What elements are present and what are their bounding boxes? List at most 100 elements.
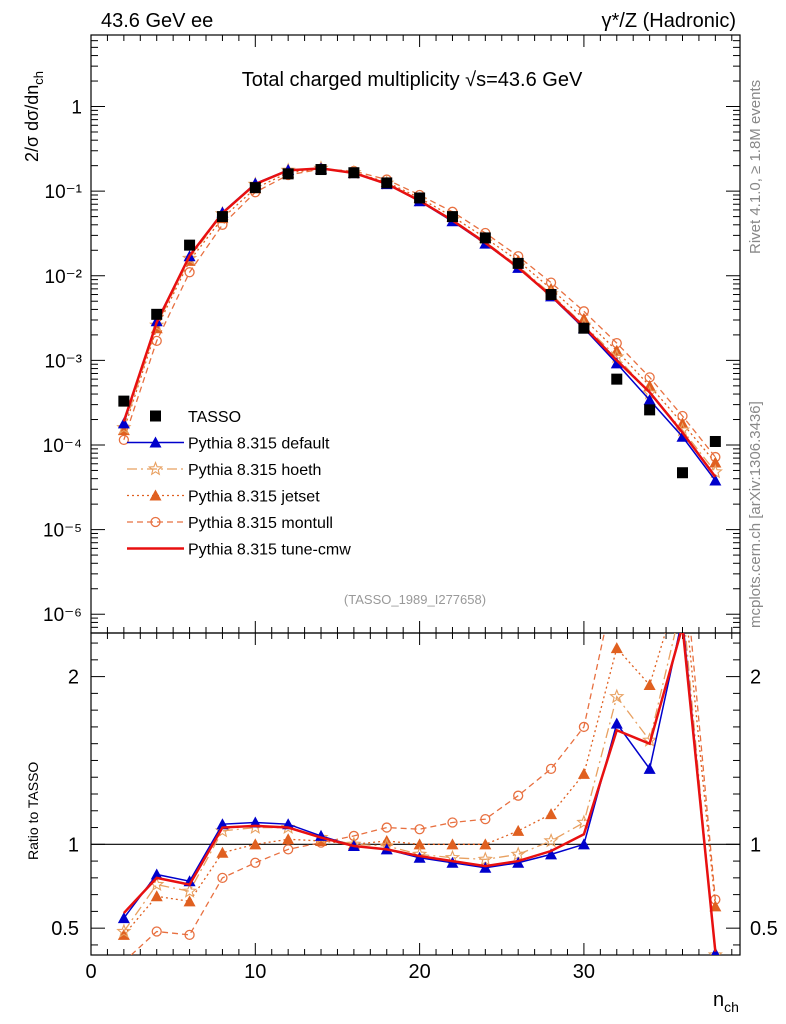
top-line-default (123, 167, 716, 481)
ratio-point-jetset (413, 838, 426, 850)
legend-label-cmw: Pythia 8.315 tune-cmw (188, 542, 351, 559)
x-tick-label: 0 (85, 961, 96, 983)
x-tick-label: 10 (244, 961, 266, 983)
legend-label-jetset: Pythia 8.315 jetset (188, 489, 320, 506)
data-point (446, 211, 458, 223)
legend-marker-hoeth (147, 460, 164, 476)
top-point-default (709, 474, 722, 486)
y-tick-label: 10⁻¹ (45, 182, 83, 203)
rivet-version-label: Rivet 4.1.0, ≥ 1.8M events (747, 80, 764, 254)
ratio-point-jetset (709, 900, 722, 912)
ratio-point-montull (414, 824, 425, 835)
ratio-point-default (610, 717, 623, 729)
y-tick-label: 10⁻³ (45, 351, 83, 372)
legend-marker-default (149, 436, 162, 448)
ratio-point-montull (578, 721, 590, 733)
data-point (315, 164, 327, 176)
top-point-montull (118, 434, 130, 446)
y-tick-label: 10⁻² (45, 267, 83, 288)
ratio-point-montull (480, 814, 491, 825)
ratio-point-default (150, 868, 163, 880)
ratio-point-hoeth (181, 883, 198, 898)
ratio-point-hoeth (676, 595, 688, 607)
ratio-point-montull (447, 817, 458, 828)
ratio-point-jetset (479, 838, 492, 850)
top-point-default (676, 430, 689, 442)
analysis-id-label: (TASSO_1989_I277658) (344, 592, 486, 607)
ratio-point-jetset (446, 838, 459, 850)
top-line-hoeth (123, 167, 716, 473)
legend-marker-data (150, 410, 161, 422)
data-point (249, 182, 261, 194)
ratio-point-jetset (643, 678, 656, 690)
ratio-point-jetset (577, 767, 590, 779)
data-point (118, 395, 130, 407)
data-point (184, 239, 196, 251)
top-point-montull (184, 267, 195, 278)
ratio-line-hoeth (123, 633, 717, 955)
ratio-point-montull (545, 763, 557, 774)
ratio-point-montull (513, 790, 524, 801)
bottom-y-axis-label: Ratio to TASSO (25, 762, 41, 860)
y-tick-label: 1 (68, 834, 79, 856)
data-point (381, 177, 393, 189)
ratio-point-default (249, 816, 262, 828)
y-tick-label: 10⁻⁶ (43, 605, 82, 626)
top-line-montull (123, 168, 716, 458)
y-tick-label-right: 1 (750, 834, 761, 856)
header-process-label: γ*/Z (Hadronic) (602, 10, 736, 32)
bottom-panel-frame (90, 632, 741, 956)
x-tick-label: 20 (408, 961, 430, 983)
y-tick-label-right: 0.5 (750, 918, 778, 940)
data-point (348, 167, 360, 179)
ratio-point-montull (283, 844, 294, 855)
ratio-point-default (577, 838, 590, 850)
mcplots-credit-label: mcplots.cern.ch [arXiv:1306.3436] (747, 401, 764, 628)
data-point (545, 289, 557, 301)
ratio-point-montull (612, 571, 621, 580)
data-point (676, 467, 688, 479)
legend-label-default: Pythia 8.315 default (188, 436, 330, 453)
ratio-point-jetset (282, 833, 295, 845)
ratio-point-default (545, 848, 558, 860)
ratio-point-jetset (610, 642, 623, 654)
top-point-hoeth (116, 419, 132, 435)
header-energy-label: 43.6 GeV ee (101, 10, 213, 32)
y-tick-label: 1 (71, 98, 82, 119)
data-point (282, 168, 294, 180)
top-point-montull (151, 335, 162, 347)
data-point (644, 404, 656, 416)
ratio-point-jetset (512, 824, 525, 836)
top-y-axis-label: 2/σ dσ/dnch (22, 71, 46, 162)
top-point-hoeth (181, 250, 198, 265)
ratio-point-montull (250, 857, 261, 868)
ratio-point-montull (381, 822, 392, 833)
data-point (512, 257, 524, 269)
ratio-line-cmw (122, 633, 717, 952)
top-series-group (116, 160, 723, 486)
bottom-axes: 0 10 20 30 0.5 0.5 1 1 2 2 (51, 633, 778, 983)
top-line-cmw (122, 167, 717, 478)
ratio-series-group (116, 571, 723, 955)
data-point (479, 232, 491, 244)
ratio-point-montull (184, 929, 195, 941)
ratio-point-jetset (249, 838, 262, 850)
top-point-default (610, 357, 623, 369)
top-point-hoeth (149, 317, 165, 332)
data-point (611, 373, 623, 385)
y-tick-label: 2 (68, 667, 79, 689)
data-point (414, 192, 426, 204)
ratio-point-default (676, 612, 688, 623)
legend-marker-jetset (149, 489, 162, 501)
ratio-point-hoeth (116, 923, 132, 939)
ratio-point-montull (151, 926, 162, 937)
ratio-point-default (117, 912, 130, 924)
ratio-point-jetset (545, 808, 558, 820)
ratio-line-montull (130, 633, 717, 955)
ratio-point-hoeth (707, 946, 723, 955)
ratio-point-jetset (150, 890, 163, 902)
ratio-point-jetset (216, 846, 229, 858)
y-tick-label: 0.5 (51, 918, 79, 940)
x-tick-label: 30 (573, 961, 595, 983)
ratio-point-default (643, 762, 656, 774)
